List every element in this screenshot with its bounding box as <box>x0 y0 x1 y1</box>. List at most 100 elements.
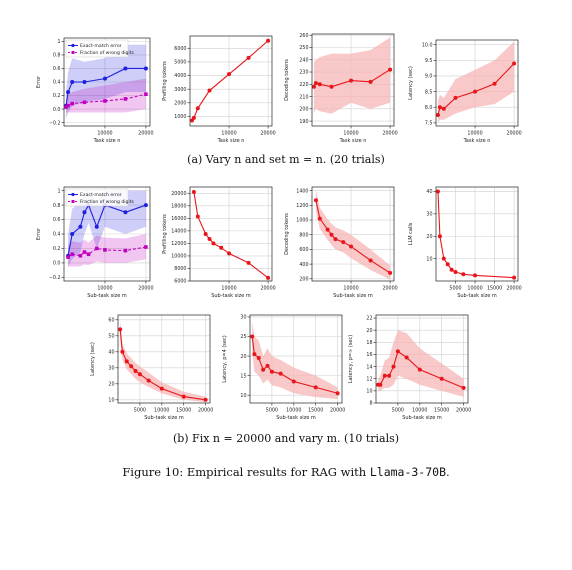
y-tick-label: 0.8 <box>53 203 61 209</box>
data-point <box>94 246 99 251</box>
y-tick-label: 16 <box>366 352 372 358</box>
y-tick-label: 40 <box>108 350 114 356</box>
data-point <box>82 100 87 105</box>
y-tick-label: 0.0 <box>53 107 61 113</box>
data-point <box>313 385 318 390</box>
data-point <box>191 190 196 195</box>
x-tick-label: 20000 <box>138 131 153 137</box>
y-tick-label: 22 <box>366 316 372 322</box>
axes-frame <box>189 35 273 127</box>
data-point <box>441 106 446 111</box>
series-line <box>119 329 206 401</box>
y-axis-label: Latency, p=4 (sec) <box>222 335 228 382</box>
y-tick-label: 9.5 <box>425 58 433 64</box>
chart-a3: 10000 20000 190 200 210 220 230 240 250 260 Task s… <box>284 33 398 144</box>
y-tick-label: 1400 <box>296 188 308 194</box>
y-tick-label: 16000 <box>171 216 186 222</box>
y-tick-label: 60 <box>108 318 114 324</box>
y-tick-label: 15 <box>240 373 246 379</box>
y-tick-label: 4000 <box>174 73 186 79</box>
legend-marker <box>71 200 75 203</box>
data-point <box>317 216 322 221</box>
x-tick-label: 10000 <box>221 286 236 292</box>
y-tick-label: 14 <box>366 364 372 370</box>
y-tick-label: 25 <box>240 334 246 340</box>
confidence-band <box>120 319 206 403</box>
y-tick-label: 190 <box>299 119 308 125</box>
data-point <box>368 79 373 84</box>
x-axis-label: Sub-task size m <box>333 293 373 299</box>
y-tick-label: 240 <box>299 57 308 63</box>
y-tick-label: 220 <box>299 82 308 88</box>
data-point <box>317 82 322 87</box>
data-point <box>144 245 148 249</box>
data-point <box>313 198 318 203</box>
chart-c3: 5000 10000 15000 20000 8 10 12 14 16 18 20 22 Sub-ta… <box>348 314 471 421</box>
data-point <box>256 356 261 361</box>
y-tick-label: 230 <box>299 70 308 76</box>
data-point <box>335 391 340 396</box>
axes-frame <box>311 186 395 282</box>
x-tick-label: 10000 <box>221 131 236 137</box>
chart-c2: 5000 10000 15000 20000 10 15 20 25 30 Sub-task si… <box>222 314 345 421</box>
y-tick-label: 10 <box>426 256 432 262</box>
data-point <box>144 92 148 96</box>
y-tick-label: 10.0 <box>422 42 433 48</box>
data-point <box>453 95 458 100</box>
axes-frame <box>435 39 519 127</box>
y-tick-label: 18 <box>366 340 372 346</box>
x-axis-label: Sub-task size m <box>457 293 497 299</box>
y-axis-label: Latency (sec) <box>90 342 96 376</box>
x-axis-label: Sub-task size m <box>276 415 316 421</box>
data-point <box>261 367 266 372</box>
data-point <box>378 382 383 387</box>
data-point <box>437 234 442 239</box>
data-point <box>435 189 440 194</box>
x-tick-label: 15000 <box>487 286 502 292</box>
x-tick-label: 15000 <box>308 408 323 414</box>
chart-b3: 10000 20000 200 400 600 800 1000 1200 1400 Sub-ta… <box>284 186 398 299</box>
x-tick-label: 5000 <box>449 286 461 292</box>
y-tick-label: 600 <box>299 247 308 253</box>
y-tick-label: 1000 <box>296 218 308 224</box>
y-tick-label: 12 <box>366 376 372 382</box>
data-point <box>473 89 478 94</box>
y-tick-label: 5000 <box>174 60 186 66</box>
y-tick-label: 8.0 <box>425 105 433 111</box>
data-point <box>265 363 270 368</box>
subcaption-b: (b) Fix n = 20000 and vary m. (10 trials… <box>172 432 400 445</box>
y-tick-label: −0.2 <box>49 120 61 126</box>
y-tick-label: 20 <box>426 234 432 240</box>
chart-b1: 10000 20000 −0.2 0.0 0.2 0.4 0.6 0.8 1 Sub-task s… <box>36 186 154 299</box>
x-tick-label: 20000 <box>382 286 397 292</box>
subcaption-a: (a) Vary n and set m = n. (20 trials) <box>187 153 385 166</box>
x-tick-label: 10000 <box>412 408 427 414</box>
y-tick-label: 0.2 <box>53 246 61 252</box>
data-point <box>78 224 83 229</box>
y-tick-label: 18000 <box>171 204 186 210</box>
data-point <box>512 61 517 66</box>
y-axis-label: Error <box>36 227 42 240</box>
y-tick-label: −0.2 <box>49 275 61 281</box>
figure-caption-suffix: . <box>446 465 450 479</box>
data-point <box>437 105 442 110</box>
y-tick-label: 10 <box>108 398 114 404</box>
y-tick-label: 0.0 <box>53 261 61 267</box>
data-point <box>313 81 318 86</box>
confidence-band <box>378 330 464 397</box>
y-tick-label: 400 <box>299 262 308 268</box>
y-tick-label: 10000 <box>171 254 186 260</box>
data-point <box>387 373 392 378</box>
data-point <box>388 67 393 72</box>
legend-marker <box>71 192 75 197</box>
legend-label: Exact-match error <box>80 192 122 198</box>
x-tick-label: 20000 <box>260 286 275 292</box>
x-tick-label: 20000 <box>506 131 521 137</box>
x-tick-label: 20000 <box>198 408 213 414</box>
figure-caption: Figure 10: Empirical results for RAG wit… <box>100 465 472 479</box>
data-point <box>227 72 232 77</box>
legend-label: Fraction of wrong digits <box>80 199 135 205</box>
data-point <box>133 369 138 373</box>
data-point <box>181 394 186 399</box>
data-point <box>82 80 87 84</box>
